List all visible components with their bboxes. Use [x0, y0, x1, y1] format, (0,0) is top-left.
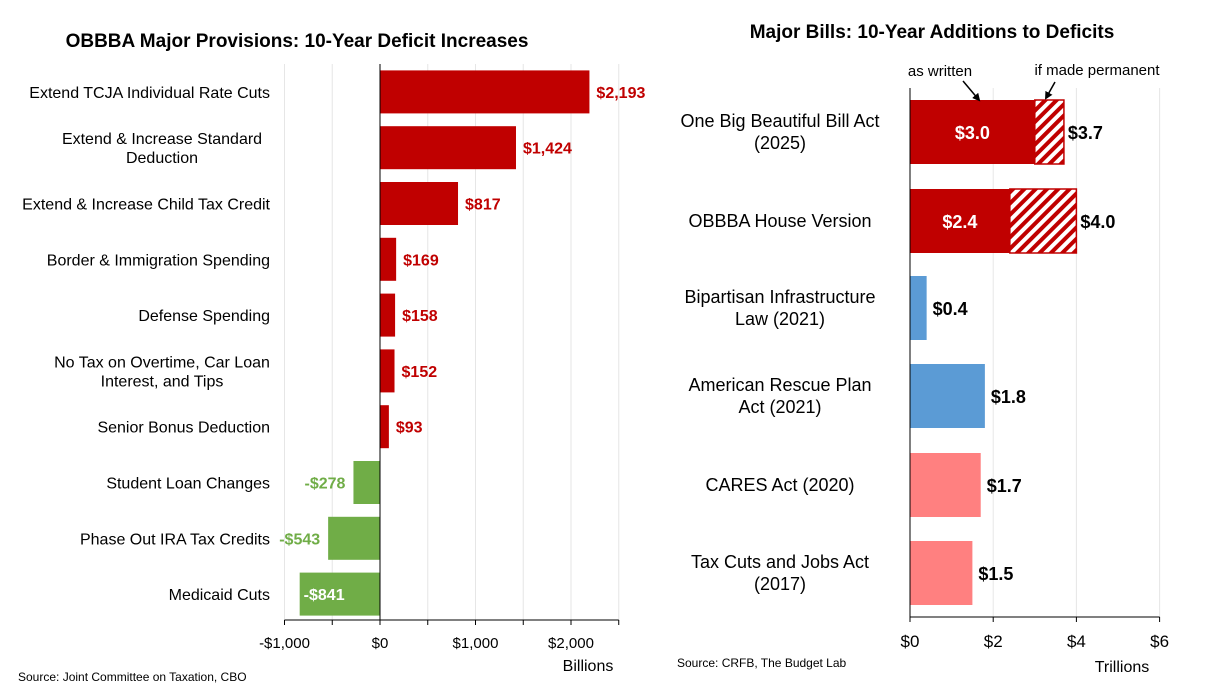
left-value-label: $169	[403, 252, 439, 269]
right-tick-label: $2	[984, 632, 1003, 651]
left-tick-label: -$1,000	[259, 635, 310, 652]
right-category-label: Tax Cuts and Jobs Act (2017)	[691, 552, 869, 594]
left-category-label: Defense Spending	[138, 308, 270, 325]
left-category-label: Student Loan Changes	[106, 476, 270, 493]
right-x-axis: $0 $2 $4 $6	[901, 88, 1169, 651]
right-value-label: $2.4	[942, 212, 977, 232]
left-x-axis: -$1,000 $0 $1,000 $2,000	[259, 64, 620, 652]
right-bar	[910, 364, 985, 428]
left-bar	[380, 349, 395, 393]
right-category-label: One Big Beautiful Bill Act (2025)	[680, 111, 879, 153]
right-chart: Major Bills: 10-Year Additions to Defici…	[677, 22, 1169, 676]
right-bar	[910, 100, 1035, 164]
right-bar-permanent-extension	[1034, 99, 1065, 165]
right-category-label: American Rescue Plan Act (2021)	[688, 375, 871, 417]
right-category-label: CARES Act (2020)	[705, 475, 854, 495]
right-category-labels: One Big Beautiful Bill Act (2025) OBBBA Ho…	[680, 111, 879, 594]
annotation-as-written: as written	[908, 63, 972, 80]
left-value-label: $817	[465, 197, 501, 214]
left-unit-label: Billions	[563, 658, 614, 675]
left-category-label: Border & Immigration Spending	[47, 252, 270, 269]
left-value-label: $93	[396, 420, 423, 437]
right-tick-label: $0	[901, 632, 920, 651]
left-tick-label: $1,000	[453, 635, 499, 652]
right-tick-label: $4	[1067, 632, 1086, 651]
left-bar	[353, 461, 380, 504]
right-bar	[910, 189, 1010, 253]
left-chart: OBBBA Major Provisions: 10-Year Deficit …	[18, 31, 645, 683]
left-value-label: -$278	[305, 476, 346, 493]
left-bar	[380, 70, 590, 114]
right-value-labels: $3.0 $3.7 $2.4 $4.0 $0.4 $1.8 $1.7 $1.5	[933, 123, 1116, 584]
right-bar-permanent-extension	[1009, 188, 1078, 254]
left-tick-label: $0	[372, 635, 389, 652]
left-value-label: $1,424	[523, 141, 572, 158]
left-value-label: $2,193	[596, 85, 645, 102]
left-bars	[299, 70, 590, 616]
left-bar	[380, 126, 516, 170]
left-bar	[380, 182, 459, 225]
left-category-labels: Extend TCJA Individual Rate Cuts Extend &…	[22, 85, 270, 604]
left-category-label: Medicaid Cuts	[169, 587, 270, 604]
left-source: Source: Joint Committee on Taxation, CBO	[18, 670, 247, 683]
left-tick-label: $2,000	[548, 635, 594, 652]
left-bar	[380, 237, 397, 281]
right-tick-label: $6	[1150, 632, 1169, 651]
left-value-label: $158	[402, 308, 438, 325]
left-category-label: Senior Bonus Deduction	[97, 420, 270, 437]
right-unit-label: Trillions	[1095, 659, 1150, 676]
left-bar	[328, 516, 380, 560]
left-value-labels: $2,193 $1,424 $817 $169 $158 $152 $93 -$278 -$54…	[279, 85, 645, 604]
right-permanent-label: $4.0	[1080, 212, 1115, 232]
annotation-as-written-arrow	[962, 80, 981, 102]
right-chart-title: Major Bills: 10-Year Additions to Defici…	[750, 22, 1115, 43]
left-category-label: No Tax on Overtime, Car Loan Interest, an…	[54, 354, 270, 390]
right-category-label: OBBBA House Version	[688, 211, 871, 231]
left-category-label: Extend & Increase Standard Deduction	[62, 131, 262, 167]
right-bars	[910, 99, 1078, 605]
left-bar	[380, 405, 389, 449]
right-value-label: $3.0	[955, 123, 990, 143]
right-value-label: $1.8	[991, 387, 1026, 407]
left-category-label: Extend TCJA Individual Rate Cuts	[29, 85, 270, 102]
left-value-label: $152	[402, 364, 438, 381]
right-value-label: $1.5	[978, 564, 1013, 584]
right-gridlines	[992, 88, 1161, 617]
right-bar	[910, 276, 927, 340]
right-source: Source: CRFB, The Budget Lab	[677, 656, 847, 670]
annotation-if-made-permanent-arrow	[1045, 81, 1056, 100]
left-category-label: Extend & Increase Child Tax Credit	[22, 197, 270, 214]
left-chart-title: OBBBA Major Provisions: 10-Year Deficit …	[66, 31, 529, 52]
right-category-label: Bipartisan Infrastructure Law (2021)	[684, 287, 875, 329]
left-bar	[380, 293, 396, 337]
right-bar	[910, 541, 973, 605]
left-bar	[299, 572, 380, 616]
left-category-label: Phase Out IRA Tax Credits	[80, 531, 270, 548]
annotation-if-made-permanent: if made permanent	[1034, 62, 1160, 79]
left-value-label: -$543	[279, 531, 320, 548]
right-permanent-label: $3.7	[1068, 123, 1103, 143]
left-value-label: -$841	[304, 587, 345, 604]
right-value-label: $0.4	[933, 299, 968, 319]
right-value-label: $1.7	[987, 476, 1022, 496]
right-bar	[910, 453, 981, 517]
